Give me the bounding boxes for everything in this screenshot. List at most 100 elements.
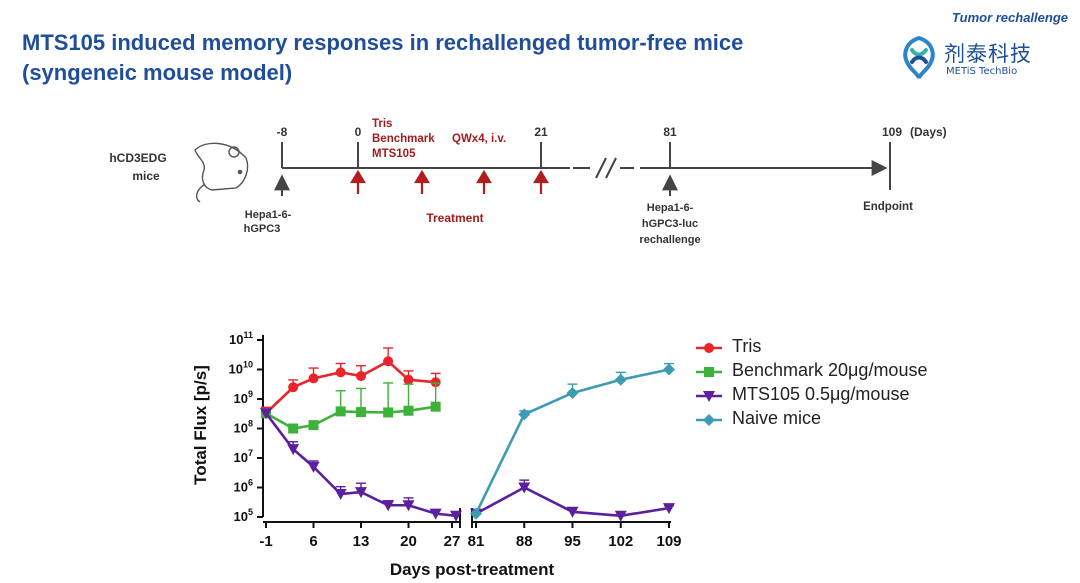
legend-marker-0 xyxy=(704,343,714,353)
series-benchmark-20-g-mouse-point-2 xyxy=(308,420,319,431)
series-mts105-0-5-g-mouse-point-1 xyxy=(287,444,300,456)
logo-english-name: METiS TechBio xyxy=(946,66,1018,77)
series-tris-point-5 xyxy=(383,356,394,367)
x-tick-label-102: 102 xyxy=(608,533,633,550)
title-line-1: MTS105 induced memory responses in recha… xyxy=(22,30,744,55)
series-naive-mice-point-1 xyxy=(518,408,531,421)
legend-swatch-2 xyxy=(696,391,722,402)
series-tris-point-4 xyxy=(356,371,366,382)
series-mts105-0-5-g-mouse-point-2 xyxy=(307,461,320,473)
x-axis-label: Days post-treatment xyxy=(390,560,555,579)
series-tris-point-3 xyxy=(335,367,346,378)
rechallenge-line-1: Hepa1-6- xyxy=(647,202,694,214)
timeline-break-1 xyxy=(595,157,607,179)
mouse-icon xyxy=(194,142,249,203)
y-tick-label-5: 105 xyxy=(234,507,253,524)
series-naive-mice-point-0 xyxy=(470,507,482,520)
subject-line-1: hCD3EDG xyxy=(109,151,166,165)
y-tick-label-10: 1010 xyxy=(229,360,253,377)
series-mts105-0-5-g-mouse-point-13 xyxy=(663,503,675,515)
series-mts105-0-5-g-mouse-point-3 xyxy=(334,489,347,501)
series-mts105-0-5-g-mouse-point-12 xyxy=(614,510,627,522)
x-tick-label-27: 27 xyxy=(444,533,461,550)
series-mts105-0-5-g-mouse-point-5 xyxy=(382,500,395,512)
x-tick-label-88: 88 xyxy=(516,533,533,550)
series-benchmark-20-g-mouse-point-1 xyxy=(288,423,299,434)
x-tick-label-6: 6 xyxy=(309,533,317,550)
series-naive-mice-point-4 xyxy=(663,363,675,376)
tick-label-81: 81 xyxy=(663,125,677,139)
legend-item-2: MTS105 0.5μg/mouse xyxy=(694,384,1014,408)
legend-label-0: Tris xyxy=(732,336,762,356)
page-title: MTS105 induced memory responses in recha… xyxy=(22,28,743,88)
company-logo: 剂泰科技 METiS TechBio xyxy=(898,34,1078,84)
series-tris-point-7 xyxy=(430,377,441,388)
y-tick-label-11: 1011 xyxy=(229,330,253,347)
x-tick-label--1: -1 xyxy=(259,533,272,550)
subject-line-2: mice xyxy=(132,169,160,183)
legend-label-3: Naive mice xyxy=(732,408,822,428)
series-tris-point-6 xyxy=(403,374,414,385)
logo-chinese-name: 剂泰科技 xyxy=(944,42,1032,66)
series-tris-point-1 xyxy=(288,382,299,393)
legend-swatch-1 xyxy=(696,367,722,377)
rechallenge-line-2: hGPC3-luc xyxy=(642,218,698,230)
metis-logo-icon xyxy=(903,35,935,79)
legend-item-3: Naive mice xyxy=(694,408,1014,432)
legend-label-1: Benchmark 20μg/mouse xyxy=(732,360,928,380)
x-tick-label-95: 95 xyxy=(564,533,581,550)
series-mts105-0-5-g-mouse-point-11 xyxy=(566,506,579,518)
rechallenge-line-3: rechallenge xyxy=(639,234,700,246)
y-tick-label-7: 107 xyxy=(234,448,253,465)
chart-marks xyxy=(260,347,675,522)
series-naive-mice-point-3 xyxy=(614,373,627,386)
series-mts105-0-5-g-mouse-point-4 xyxy=(355,487,367,499)
tick-label-109: 109 xyxy=(882,125,902,139)
regimen-benchmark: Benchmark xyxy=(372,133,435,145)
x-tick-label-109: 109 xyxy=(656,533,681,550)
legend-item-0: Tris xyxy=(694,336,1014,360)
timeline-break-2 xyxy=(605,157,617,179)
y-tick-label-9: 109 xyxy=(234,389,253,406)
regimen-tris: Tris xyxy=(372,118,392,130)
series-mts105-0-5-g-mouse-point-6 xyxy=(402,500,415,512)
dosing-schedule: QWx4, i.v. xyxy=(452,133,506,145)
series-mts105-0-5-g-mouse-point-0 xyxy=(260,408,272,420)
series-naive-mice-point-2 xyxy=(566,386,579,399)
y-tick-label-8: 108 xyxy=(234,419,253,436)
y-axis-label: Total Flux [p/s] xyxy=(191,365,210,485)
tick-label-0: 0 xyxy=(355,125,362,139)
x-tick-label-81: 81 xyxy=(468,533,485,550)
legend-swatch-0 xyxy=(696,343,722,353)
series-mts105-0-5-g-mouse-point-7 xyxy=(429,508,442,520)
series-tris-point-2 xyxy=(308,373,319,384)
series-benchmark-20-g-mouse-point-5 xyxy=(383,407,394,418)
treatment-arrows xyxy=(350,169,549,194)
legend-marker-2 xyxy=(703,391,715,402)
series-benchmark-20-g-mouse-point-7 xyxy=(430,401,441,412)
x-tick-label-20: 20 xyxy=(400,533,417,550)
regimen-mts105: MTS105 xyxy=(372,148,416,160)
legend-marker-3 xyxy=(703,414,715,426)
series-mts105-0-5-g-mouse-point-10 xyxy=(518,482,531,494)
series-mts105-0-5-g-mouse-point-8 xyxy=(450,510,462,522)
tick-label-minus8: -8 xyxy=(277,125,288,139)
series-benchmark-20-g-mouse-point-6 xyxy=(403,405,414,416)
inoculation-line-1: Hepa1-6- xyxy=(245,209,292,221)
legend-item-1: Benchmark 20μg/mouse xyxy=(694,360,1014,384)
legend-marker-1 xyxy=(704,367,714,377)
treatment-label: Treatment xyxy=(426,211,483,225)
y-tick-label-6: 106 xyxy=(234,478,253,495)
x-tick-label-13: 13 xyxy=(353,533,370,550)
inoculation-line-2: hGPC3 xyxy=(244,223,281,235)
series-benchmark-20-g-mouse-point-4 xyxy=(356,407,366,418)
endpoint-label: Endpoint xyxy=(863,201,913,213)
legend-swatch-3 xyxy=(696,414,722,426)
title-line-2: (syngeneic mouse model) xyxy=(22,60,293,85)
section-tag: Tumor rechallenge xyxy=(951,10,1068,25)
study-timeline: hCD3EDG mice -8 0 21 81 109 (Days) Tris … xyxy=(109,118,947,246)
tick-label-21: 21 xyxy=(534,125,548,139)
legend-label-2: MTS105 0.5μg/mouse xyxy=(732,384,910,404)
days-unit-label: (Days) xyxy=(910,125,947,139)
